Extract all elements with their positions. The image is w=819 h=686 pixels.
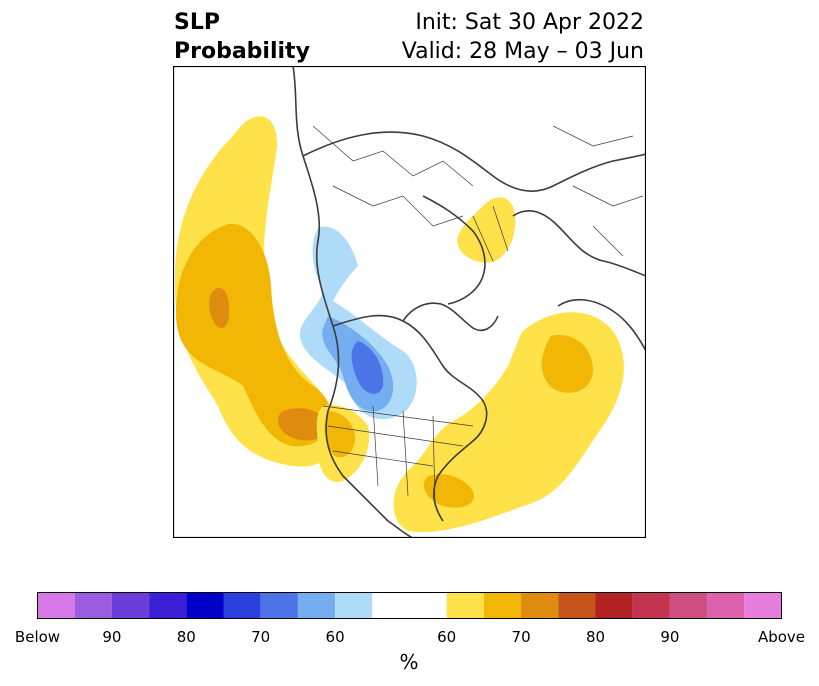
- colorbar-segment: [335, 592, 373, 619]
- colorbar-tick-label: 80: [585, 628, 606, 646]
- colorbar-segment: [37, 592, 75, 619]
- forecast-dates: Init: Sat 30 Apr 2022 Valid: 28 May – 03…: [402, 8, 644, 66]
- colorbar-tick-label: 70: [511, 628, 531, 646]
- us-southeast-gold-region: [423, 474, 474, 508]
- europe-yellow-region: [457, 197, 516, 263]
- political-borders: [312, 125, 644, 507]
- colorbar-segment: [297, 592, 336, 619]
- colorbar-segment: [595, 592, 633, 619]
- colorbar-segment: [632, 592, 670, 619]
- canada-blue-core: [351, 341, 384, 394]
- colorbar-tick-label: 70: [251, 628, 271, 646]
- colorbar: [37, 592, 782, 619]
- probability-map: [173, 66, 646, 538]
- colorbar-tick-label: 60: [437, 628, 457, 646]
- colorbar-tick-label: 60: [325, 628, 345, 646]
- atlantic-gold-region: [541, 335, 593, 393]
- pacific-gold-region: [175, 223, 331, 447]
- colorbar-segment: [223, 592, 261, 619]
- init-date: Init: Sat 30 Apr 2022: [415, 10, 644, 35]
- colorbar-unit-label: %: [399, 650, 419, 674]
- colorbar-segment: [74, 592, 112, 619]
- pacific-orange-east: [277, 408, 328, 441]
- western-us-gold-region: [324, 411, 356, 458]
- colorbar-segment: [707, 592, 745, 619]
- colorbar-tick-label: 90: [660, 628, 680, 646]
- colorbar-segment: [669, 592, 708, 619]
- colorbar-segment: [446, 592, 484, 619]
- colorbar-segment: [558, 592, 596, 619]
- title-line-1: SLP: [174, 10, 220, 35]
- colorbar-segment: [521, 592, 559, 619]
- colorbar-segment: [111, 592, 150, 619]
- colorbar-border: [37, 592, 782, 619]
- chart-title: SLP Probability: [174, 8, 310, 66]
- pacific-orange-core: [209, 287, 230, 329]
- valid-date: Valid: 28 May – 03 Jun: [401, 39, 644, 64]
- colorbar-tick-label: Above: [757, 628, 806, 646]
- colorbar-segment: [186, 592, 224, 619]
- colorbar-segment: [744, 592, 782, 619]
- colorbar-segment: [372, 592, 447, 619]
- colorbar-segment: [260, 592, 298, 619]
- colorbar-tick-label: 90: [102, 628, 122, 646]
- title-line-2: Probability: [174, 39, 310, 64]
- coastlines: [292, 66, 646, 538]
- colorbar-segment: [483, 592, 522, 619]
- colorbar-tick-label: 80: [176, 628, 196, 646]
- colorbar-segment: [149, 592, 187, 619]
- colorbar-tick-label: Below: [14, 628, 61, 646]
